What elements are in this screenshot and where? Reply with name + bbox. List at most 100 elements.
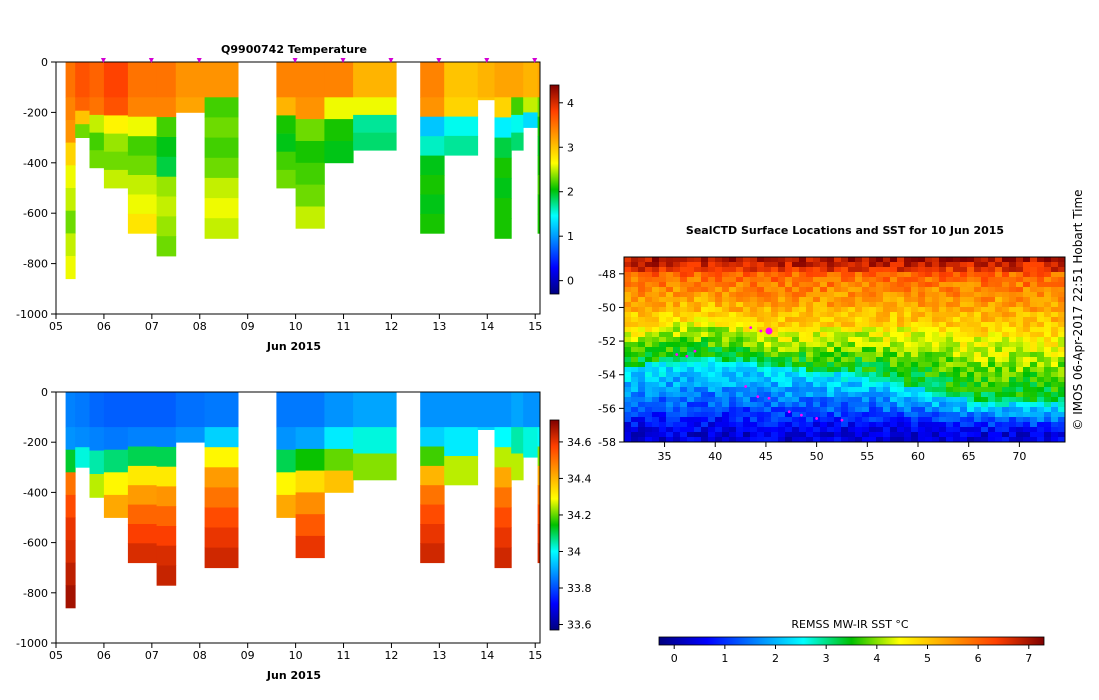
- sst-cell: [673, 427, 681, 433]
- sst-cell: [1009, 352, 1017, 358]
- sst-cell: [967, 297, 975, 303]
- sst-cell: [911, 302, 919, 308]
- sst-cell: [624, 407, 632, 413]
- sst-cell: [659, 422, 667, 428]
- sst-cell: [680, 387, 688, 393]
- sst-cell: [687, 422, 695, 428]
- sst-cell: [666, 277, 674, 283]
- sst-cell: [813, 337, 821, 343]
- section-cell: [65, 188, 76, 212]
- sst-cell: [687, 412, 695, 418]
- colorbar-tick-label: 4: [567, 97, 574, 110]
- sst-cell: [988, 327, 996, 333]
- sst-cell: [1016, 322, 1024, 328]
- sst-cell: [806, 362, 814, 368]
- sst-cell: [729, 337, 737, 343]
- sst-cell: [1051, 372, 1059, 378]
- sst-cell: [897, 352, 905, 358]
- sst-cell: [1023, 272, 1031, 278]
- sst-cell: [932, 387, 940, 393]
- sst-cell: [743, 387, 751, 393]
- sst-cell: [883, 317, 891, 323]
- sst-cell: [848, 327, 856, 333]
- sst-cell: [939, 437, 947, 442]
- sst-cell: [869, 377, 877, 383]
- section-cell: [537, 485, 541, 505]
- sst-cell: [813, 327, 821, 333]
- sst-cell: [883, 302, 891, 308]
- sst-cell: [666, 287, 674, 293]
- sst-cell: [666, 362, 674, 368]
- sst-cell: [939, 372, 947, 378]
- sst-cell: [862, 287, 870, 293]
- sst-cell: [841, 327, 849, 333]
- sst-cell: [792, 317, 800, 323]
- sst-cell: [939, 302, 947, 308]
- sst-cell: [855, 357, 863, 363]
- sst-cell: [981, 277, 989, 283]
- sst-cell: [939, 417, 947, 423]
- sst-cell: [974, 417, 982, 423]
- sst-cell: [848, 287, 856, 293]
- sst-cell: [834, 407, 842, 413]
- sst-cell: [624, 307, 632, 313]
- sst-cell: [1037, 432, 1045, 438]
- sst-cell: [1058, 412, 1065, 418]
- sst-cell: [925, 292, 933, 298]
- sst-cell: [1058, 277, 1065, 283]
- sst-cell: [799, 332, 807, 338]
- section-cell: [276, 494, 296, 518]
- sst-cell: [1058, 387, 1065, 393]
- sst-cell: [645, 377, 653, 383]
- sst-cell: [869, 267, 877, 273]
- sst-cell: [904, 282, 912, 288]
- section-cell: [444, 392, 479, 428]
- sst-cell: [1016, 327, 1024, 333]
- sst-cell: [897, 372, 905, 378]
- sst-cell: [729, 362, 737, 368]
- sst-cell: [953, 377, 961, 383]
- sst-cell: [911, 387, 919, 393]
- sst-cell: [932, 317, 940, 323]
- sst-cell: [680, 302, 688, 308]
- sst-cell: [995, 292, 1003, 298]
- sst-cell: [701, 262, 709, 268]
- sst-cell: [638, 267, 646, 273]
- sst-cell: [736, 377, 744, 383]
- sst-cell: [736, 417, 744, 423]
- sst-cell: [897, 267, 905, 273]
- sst-cell: [792, 382, 800, 388]
- sst-cell: [848, 257, 856, 263]
- section-cell: [444, 456, 479, 486]
- sst-cell: [834, 317, 842, 323]
- sst-cell: [897, 322, 905, 328]
- sst-cell: [939, 342, 947, 348]
- sst-cell: [911, 437, 919, 442]
- sst-cell: [1037, 307, 1045, 313]
- sst-cell: [1016, 342, 1024, 348]
- sst-map-panel: SealCTD Surface Locations and SST for 10…: [598, 224, 1066, 665]
- sst-cell: [946, 342, 954, 348]
- sst-cell: [785, 367, 793, 373]
- sst-cell: [708, 307, 716, 313]
- sst-cell: [1037, 342, 1045, 348]
- sst-cell: [743, 267, 751, 273]
- sst-cell: [939, 332, 947, 338]
- sst-cell: [967, 257, 975, 263]
- sst-cell: [1044, 352, 1052, 358]
- sst-cell: [834, 267, 842, 273]
- sst-cell: [1044, 257, 1052, 263]
- sst-cell: [855, 272, 863, 278]
- x-tick-label: 08: [193, 649, 207, 662]
- sst-cell: [1016, 302, 1024, 308]
- sst-cell: [918, 257, 926, 263]
- sst-cell: [673, 312, 681, 318]
- sst-cell: [932, 417, 940, 423]
- sst-cell: [925, 287, 933, 293]
- sst-cell: [862, 297, 870, 303]
- sst-cell: [883, 277, 891, 283]
- sst-cell: [981, 307, 989, 313]
- sst-cell: [1030, 402, 1038, 408]
- sst-cell: [897, 277, 905, 283]
- sst-cell: [729, 257, 737, 263]
